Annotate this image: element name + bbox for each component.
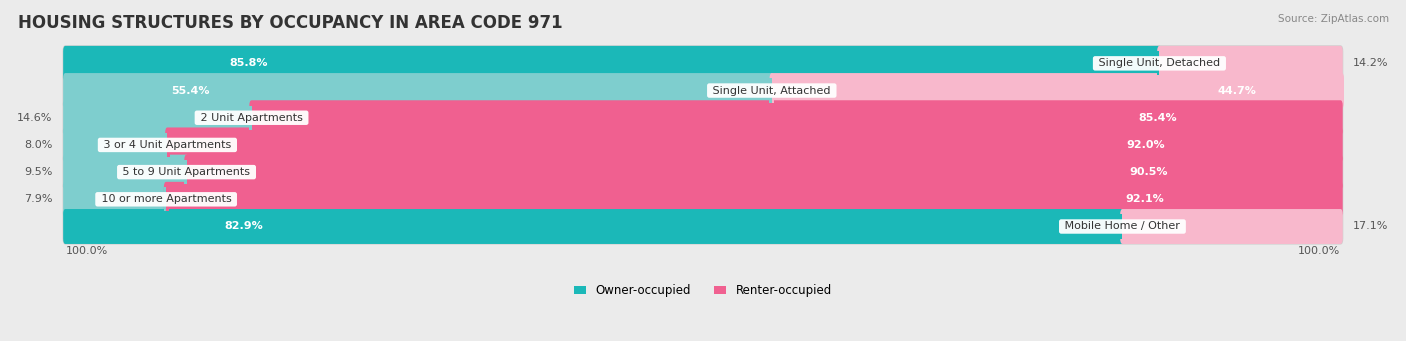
FancyBboxPatch shape <box>63 182 169 217</box>
Text: 90.5%: 90.5% <box>1129 167 1167 177</box>
Text: 2 Unit Apartments: 2 Unit Apartments <box>197 113 307 123</box>
Bar <box>163 187 166 211</box>
Text: 44.7%: 44.7% <box>1218 86 1256 95</box>
Text: 5 to 9 Unit Apartments: 5 to 9 Unit Apartments <box>120 167 253 177</box>
FancyBboxPatch shape <box>63 46 1161 81</box>
FancyBboxPatch shape <box>63 155 188 190</box>
Text: 92.0%: 92.0% <box>1126 140 1164 150</box>
Text: Source: ZipAtlas.com: Source: ZipAtlas.com <box>1278 14 1389 24</box>
Text: 55.4%: 55.4% <box>172 86 209 95</box>
Text: 85.4%: 85.4% <box>1139 113 1177 123</box>
Text: 100.0%: 100.0% <box>66 246 108 255</box>
Text: 9.5%: 9.5% <box>24 167 52 177</box>
Text: 14.2%: 14.2% <box>1353 58 1389 68</box>
Bar <box>1121 214 1122 239</box>
FancyBboxPatch shape <box>63 128 170 162</box>
Bar <box>166 187 169 211</box>
FancyBboxPatch shape <box>769 73 1344 108</box>
Text: 17.1%: 17.1% <box>1353 222 1389 232</box>
Bar <box>184 160 187 184</box>
FancyBboxPatch shape <box>63 155 1343 190</box>
Text: 100.0%: 100.0% <box>1298 246 1340 255</box>
FancyBboxPatch shape <box>249 100 1343 135</box>
Bar <box>249 106 252 130</box>
FancyBboxPatch shape <box>63 209 1125 244</box>
Text: 82.9%: 82.9% <box>224 222 263 232</box>
Text: 8.0%: 8.0% <box>24 140 52 150</box>
FancyBboxPatch shape <box>63 73 775 108</box>
FancyBboxPatch shape <box>63 100 254 135</box>
FancyBboxPatch shape <box>1121 209 1343 244</box>
FancyBboxPatch shape <box>63 182 1343 217</box>
FancyBboxPatch shape <box>165 128 1343 162</box>
FancyBboxPatch shape <box>165 182 1343 217</box>
Text: 7.9%: 7.9% <box>24 194 52 204</box>
FancyBboxPatch shape <box>63 46 1343 81</box>
FancyBboxPatch shape <box>63 209 1343 244</box>
Bar <box>167 133 170 157</box>
Bar <box>187 160 188 184</box>
Text: 92.1%: 92.1% <box>1126 194 1164 204</box>
Text: Single Unit, Detached: Single Unit, Detached <box>1095 58 1223 68</box>
Bar <box>252 106 254 130</box>
Legend: Owner-occupied, Renter-occupied: Owner-occupied, Renter-occupied <box>574 284 832 297</box>
Text: Single Unit, Attached: Single Unit, Attached <box>709 86 834 95</box>
FancyBboxPatch shape <box>63 73 1343 108</box>
Text: 85.8%: 85.8% <box>229 58 269 68</box>
Bar <box>1122 214 1125 239</box>
Text: HOUSING STRUCTURES BY OCCUPANCY IN AREA CODE 971: HOUSING STRUCTURES BY OCCUPANCY IN AREA … <box>18 14 562 32</box>
Bar <box>1160 51 1161 75</box>
FancyBboxPatch shape <box>1157 46 1343 81</box>
Text: Mobile Home / Other: Mobile Home / Other <box>1062 222 1184 232</box>
FancyBboxPatch shape <box>63 128 1343 162</box>
Text: 3 or 4 Unit Apartments: 3 or 4 Unit Apartments <box>100 140 235 150</box>
Bar <box>1157 51 1160 75</box>
Bar <box>165 133 167 157</box>
FancyBboxPatch shape <box>184 155 1343 190</box>
Text: 10 or more Apartments: 10 or more Apartments <box>97 194 235 204</box>
Bar <box>769 78 772 103</box>
Text: 14.6%: 14.6% <box>17 113 52 123</box>
FancyBboxPatch shape <box>63 100 1343 135</box>
Bar <box>772 78 775 103</box>
